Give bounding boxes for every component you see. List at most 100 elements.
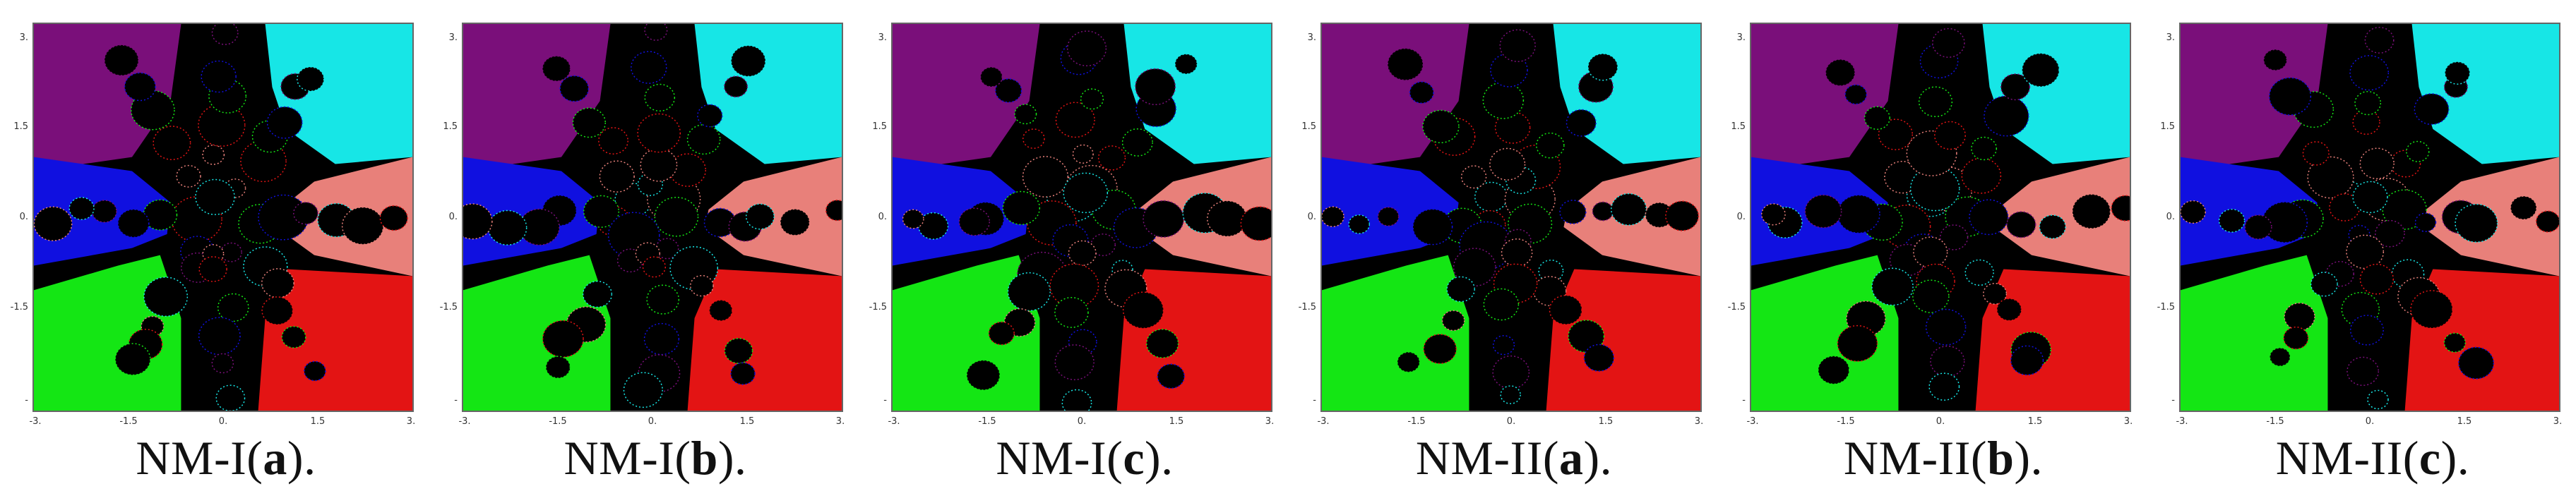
fractal-bulb [1482,81,1525,119]
fractal-bulb [198,104,246,147]
fractal-bulb [2367,389,2389,410]
x-tick-label: -3. [2176,416,2188,427]
fractal-bulb [201,60,237,93]
y-tick-label: -1.5 [439,302,458,313]
fractal-bulb [281,326,306,349]
fractal-bulb [2244,214,2272,240]
basin-bottom-left [2181,255,2328,411]
figure-panel: 3. 1.5 0. -1.5 - -3. -1.5 0. 1.5 3. NM-II(c). [2147,0,2570,503]
fractal-bulb [2269,347,2291,367]
fractal-bulb [211,24,239,45]
y-tick-label: -1.5 [869,302,887,313]
plot-frame [891,23,1272,412]
fractal-bulb [1971,136,1998,161]
basin-top-right [265,24,412,164]
fractal-bulb [211,353,234,374]
fractal-bulb [966,360,1001,391]
fractal-bulb [1559,200,1587,224]
fractal-bulb [1097,145,1126,171]
x-tick-label: -3. [1746,416,1759,427]
plot-frame [462,23,843,412]
x-tick-label: 3. [2123,416,2133,427]
fractal-bulb [1492,355,1530,389]
fractal-bulb [559,75,590,102]
fractal-bulb [2359,147,2395,180]
basin-bottom-left [1751,255,1899,411]
y-tick-label: 3. [1307,32,1316,43]
fractal-bulb [2347,356,2379,387]
x-tick-label: 1.5 [2457,416,2472,427]
y-tick-label: 0. [1307,212,1316,222]
fractal-bulb [1068,240,1097,266]
x-tick-label: 3. [1265,416,1275,427]
fractal-bulb [1489,147,1526,181]
fractal-bulb [1501,238,1533,267]
fractal-bulb [117,209,150,238]
fractal-bulb [341,207,384,246]
fractal-bulb [2510,195,2537,220]
y-tick-label: 0. [448,212,458,222]
caption-suffix: ). [287,431,316,485]
basin-bottom-left [463,255,611,411]
fractal-bulb [988,321,1015,346]
y-tick-label: - [2171,395,2175,406]
y-tick-label: - [454,395,458,406]
fractal-bulb [2284,302,2315,331]
y-tick-label: 1.5 [13,121,28,132]
x-tick-label: 1.5 [310,416,326,427]
caption-letter: b [1987,431,2015,485]
y-tick-label: -1.5 [2157,302,2175,313]
y-tick-label: 0. [1736,212,1746,222]
fractal-bulb [2349,315,2384,346]
fractal-bulb [34,206,73,241]
fractal-bulb [599,160,635,193]
x-tick-label: 0. [648,416,657,427]
fractal-bulb [1377,207,1400,226]
fractal-bulb [1864,106,1890,131]
basin-bottom-left [1322,255,1469,411]
fractal-bulb [1837,194,1880,234]
fractal-bulb [1460,165,1487,189]
basin-right [1993,157,2130,277]
y-tick-label: 1.5 [443,121,458,132]
fractal-bulb [1500,385,1521,404]
fractal-bulb [697,104,723,128]
fractal-bulb [642,256,667,278]
fractal-bulb [1996,298,2022,322]
fractal-bulb [195,178,235,215]
fractal-bulb [1483,288,1520,321]
fractal-bulb [124,72,156,102]
fractal-bulb [1409,81,1434,104]
figure-panel: 3. 1.5 0. -1.5 - -3. -1.5 0. 1.5 3. NM-I(a). [0,0,424,503]
fractal-bulb [2111,195,2130,222]
fractal-bulb [1837,325,1878,362]
fractal-bulb [542,320,584,358]
fractal-bulb [1474,181,1508,212]
fractal-bulb [1844,84,1867,105]
x-tick-label: -1.5 [1837,416,1855,427]
fractal-bulb [2414,212,2437,232]
fractal-bulb [68,197,95,220]
fractal-bulb [487,210,527,246]
fractal-bulb [1592,201,1614,222]
fractal-bulb [1174,53,1198,75]
fractal-bulb [1453,248,1496,287]
caption-method: NM-II( [2275,431,2419,485]
plot-frame [1320,23,1702,412]
fractal-bulb [2307,156,2354,199]
fractal-bulb [1412,208,1453,246]
x-tick-label: -3. [29,416,42,427]
fractal-bulb [2218,208,2246,233]
basin-plot [2181,24,2559,411]
y-tick-label: 1.5 [1301,121,1316,132]
fractal-bulb [745,203,775,230]
x-tick-label: 0. [1077,416,1087,427]
fractal-bulb [1499,29,1536,62]
y-tick-label: - [1313,395,1316,406]
fractal-bulb [261,296,294,325]
fractal-bulb [598,127,628,154]
fractal-bulb [1145,329,1179,358]
fractal-bulb [631,51,667,84]
caption-suffix: ). [717,431,747,485]
fractal-bulb [2310,272,2338,297]
